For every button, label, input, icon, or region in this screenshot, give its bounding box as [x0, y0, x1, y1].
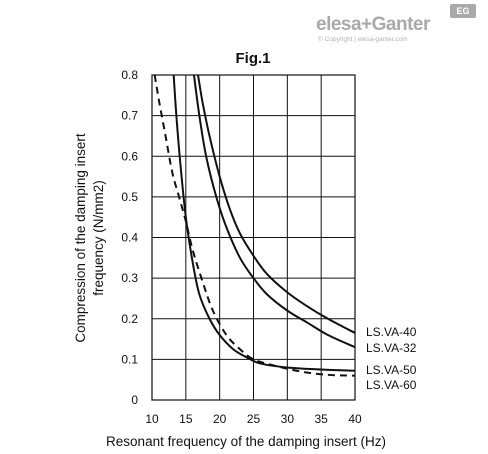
- x-tick-label: 10: [145, 412, 159, 426]
- x-tick-label: 25: [247, 412, 261, 426]
- series-line-ls-va-32: [192, 74, 356, 349]
- y-axis-label-line-1: Compression of the damping insert: [73, 133, 88, 343]
- y-tick-label: 0.4: [121, 231, 138, 245]
- y-tick-label: 0.5: [121, 190, 138, 204]
- x-tick-labels: 10 15 20 25 30 35 40: [145, 412, 362, 426]
- y-tick-label: 0.8: [121, 68, 138, 82]
- x-tick-label: 15: [179, 412, 193, 426]
- x-tick-label: 30: [281, 412, 295, 426]
- legend-entry-ls-va-40: LS.VA-40: [366, 325, 417, 339]
- y-axis-label: Compression of the damping insert freque…: [73, 133, 106, 343]
- y-tick-label: 0.6: [121, 149, 138, 163]
- chart-series: [153, 74, 356, 377]
- y-tick-label: 0: [131, 393, 138, 407]
- y-tick-label: 0.2: [121, 312, 138, 326]
- series-line-ls-va-40: [197, 74, 356, 334]
- y-tick-labels: 0 0.1 0.2 0.3 0.4 0.5 0.6 0.7 0.8: [121, 68, 138, 407]
- logo-brand-text: elesa+Ganter: [316, 14, 430, 35]
- series-line-ls-va-60: [153, 74, 356, 377]
- elesa-ganter-logo: elesa+Ganter EG © Copyright | elesa-gant…: [316, 4, 482, 48]
- x-tick-label: 35: [314, 412, 328, 426]
- chart-title: Fig.1: [235, 50, 270, 67]
- chart-grid: [152, 75, 355, 400]
- logo-copyright: © Copyright | elesa-ganter.com: [318, 36, 408, 43]
- x-axis-label: Resonant frequency of the damping insert…: [106, 434, 386, 449]
- y-axis-label-line-2: frequency (N/mm2): [91, 180, 106, 296]
- x-tick-label: 40: [348, 412, 362, 426]
- y-tick-label: 0.7: [121, 109, 138, 123]
- plot-frame: [151, 74, 356, 401]
- logo-eg-badge: EG: [450, 4, 476, 18]
- legend-entry-ls-va-32: LS.VA-32: [366, 341, 417, 355]
- legend-entry-ls-va-50: LS.VA-50: [366, 363, 417, 377]
- y-tick-label: 0.3: [121, 271, 138, 285]
- y-tick-label: 0.1: [121, 352, 138, 366]
- legend-entry-ls-va-60: LS.VA-60: [366, 378, 417, 392]
- x-tick-label: 20: [213, 412, 227, 426]
